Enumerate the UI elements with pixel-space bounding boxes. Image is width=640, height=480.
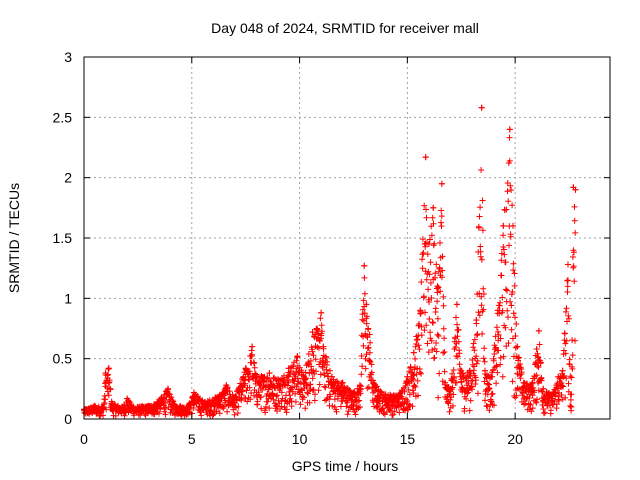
y-tick-label: 1.5 <box>53 230 73 246</box>
y-tick-label: 2.5 <box>53 109 73 125</box>
y-tick-label: 0 <box>64 411 72 427</box>
x-axis-label: GPS time / hours <box>292 458 399 474</box>
grid-lines <box>84 57 610 419</box>
chart-title: Day 048 of 2024, SRMTID for receiver mal… <box>211 20 479 36</box>
y-tick-label: 2 <box>64 170 72 186</box>
plot-frame <box>83 56 611 420</box>
x-tick-label: 15 <box>400 431 416 447</box>
x-tick-label: 10 <box>292 431 308 447</box>
x-tick-label: 5 <box>188 431 196 447</box>
data-series <box>81 104 579 419</box>
y-tick-label: 3 <box>64 49 72 65</box>
y-tick-label: 1 <box>64 290 72 306</box>
x-tick-label: 0 <box>80 431 88 447</box>
y-tick-label: 0.5 <box>53 351 73 367</box>
data-point-cloud <box>81 104 579 419</box>
x-tick-label: 20 <box>507 431 523 447</box>
y-axis-label: SRMTID / TECUs <box>6 183 22 293</box>
